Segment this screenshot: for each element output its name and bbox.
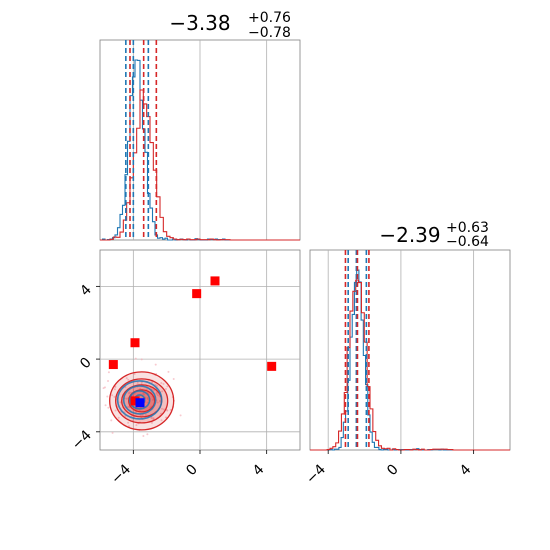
sc-sample-dot xyxy=(125,397,128,400)
sc-sample-dot xyxy=(155,392,158,395)
sc-contour-blue-0 xyxy=(116,380,163,420)
sc-sample-dot xyxy=(140,381,143,384)
sc-sample-dot xyxy=(146,396,149,399)
hy-xtick-label-2: 4 xyxy=(457,461,475,479)
sc-sample-dot xyxy=(160,419,163,422)
sc-sample-dot xyxy=(172,377,175,380)
sc-xtick-label-0: −4 xyxy=(108,461,134,487)
sc-sample-dot xyxy=(162,408,165,411)
sc-sample-dot xyxy=(162,383,165,386)
sc-point-red-2 xyxy=(192,289,202,299)
sc-sample-dot xyxy=(113,388,116,391)
hy-hist-1 xyxy=(310,279,510,451)
sc-sample-dot xyxy=(161,390,164,393)
sc-sample-dot xyxy=(113,395,116,398)
sc-sample-dot xyxy=(134,357,137,360)
sc-sample-dot xyxy=(146,401,149,404)
sc-sample-dot xyxy=(102,387,105,390)
sc-sample-dot xyxy=(111,394,114,397)
panel-hist-y-quantiles xyxy=(344,250,370,450)
sc-sample-dot xyxy=(114,409,117,412)
panel-hist-x-title-sub: −0.78 xyxy=(248,25,291,41)
panel-hist-y-grid xyxy=(327,250,475,450)
sc-sample-dot xyxy=(127,378,130,381)
sc-ytick-label-0: −4 xyxy=(69,427,95,453)
sc-contour-blue-2 xyxy=(128,390,151,410)
panel-hist-y-title-sup: +0.63 xyxy=(446,220,489,236)
hy-xtick-label-0: −4 xyxy=(303,461,329,487)
sc-sample-dot xyxy=(119,401,122,404)
sc-sample-dot xyxy=(151,398,154,401)
sc-sample-dot xyxy=(146,433,149,436)
sc-sample-dot xyxy=(140,358,143,361)
sc-sample-dot xyxy=(104,404,107,407)
panel-hist-x-title-sup: +0.76 xyxy=(248,10,291,26)
sc-sample-dot xyxy=(139,414,142,417)
sc-sample-dot xyxy=(159,400,162,403)
sc-sample-dot xyxy=(111,431,114,434)
sc-sample-dot xyxy=(110,419,113,422)
panel-hist-x: −3.38 +0.76 −0.78 xyxy=(99,10,301,241)
panel-scatter-grid xyxy=(100,250,300,450)
sc-sample-dot xyxy=(155,384,158,387)
sc-sample-dot xyxy=(107,406,110,409)
sc-ytick-label-2: 4 xyxy=(77,282,95,300)
sc-sample-dot xyxy=(136,381,139,384)
panel-hist-y-title: −2.39 xyxy=(379,223,440,247)
sc-point-red-3 xyxy=(210,276,220,286)
sc-sample-dot xyxy=(107,379,110,382)
panel-hist-y-title-sub: −0.64 xyxy=(446,234,489,250)
panel-hist-x-title: −3.38 xyxy=(169,11,230,35)
sc-sample-dot xyxy=(153,389,156,392)
sc-sample-dot xyxy=(144,413,147,416)
hy-xtick-label-1: 0 xyxy=(384,462,402,480)
panel-hist-y-ticks: −4 0 4 xyxy=(303,450,475,487)
sc-sample-dot xyxy=(150,421,153,424)
panel-hist-y-frame xyxy=(309,249,511,451)
panel-scatter-xy: −4 0 4 −4 0 4 xyxy=(69,249,301,487)
sc-sample-dot xyxy=(167,370,170,373)
sc-sample-dot xyxy=(135,424,138,427)
sc-point-red-0 xyxy=(108,360,118,370)
sc-contour-blue-1 xyxy=(122,385,157,415)
sc-sample-dot xyxy=(127,421,130,424)
sc-sample-dot xyxy=(164,387,167,390)
sc-sample-dot xyxy=(117,416,120,419)
sc-sample-dot xyxy=(106,395,109,398)
sc-sample-dot xyxy=(133,372,136,375)
sc-sample-dot xyxy=(142,435,145,438)
sc-sample-dot xyxy=(127,392,130,395)
sc-sample-dot xyxy=(169,408,172,411)
sc-sample-dot xyxy=(151,381,154,384)
sc-sample-dot xyxy=(107,371,110,374)
panel-hist-y-bars xyxy=(310,269,510,451)
sc-point-red-5 xyxy=(130,396,140,406)
sc-xtick-label-2: 4 xyxy=(250,461,268,479)
sc-sample-dot xyxy=(114,386,117,389)
panel-hist-y: −4 0 4 −2.39 +0.63 −0.64 xyxy=(303,220,511,487)
sc-sample-dot xyxy=(179,414,182,417)
sc-xtick-label-1: 0 xyxy=(183,462,201,480)
panel-scatter-points xyxy=(108,276,277,408)
sc-ytick-label-1: 0 xyxy=(77,355,95,373)
sc-sample-dot xyxy=(166,385,169,388)
sc-point-red-4 xyxy=(267,361,277,371)
sc-sample-dot xyxy=(164,416,167,419)
sc-sample-dot xyxy=(156,401,159,404)
panel-hist-x-quantiles xyxy=(125,40,158,240)
sc-sample-dot xyxy=(150,416,153,419)
sc-sample-dot xyxy=(156,394,159,397)
sc-point-blue-0 xyxy=(135,398,145,408)
sc-sample-dot xyxy=(161,407,164,410)
sc-sample-dot xyxy=(160,382,163,385)
sc-sample-dot xyxy=(125,377,128,380)
sc-point-red-1 xyxy=(130,338,140,348)
sc-sample-dot xyxy=(154,363,157,366)
